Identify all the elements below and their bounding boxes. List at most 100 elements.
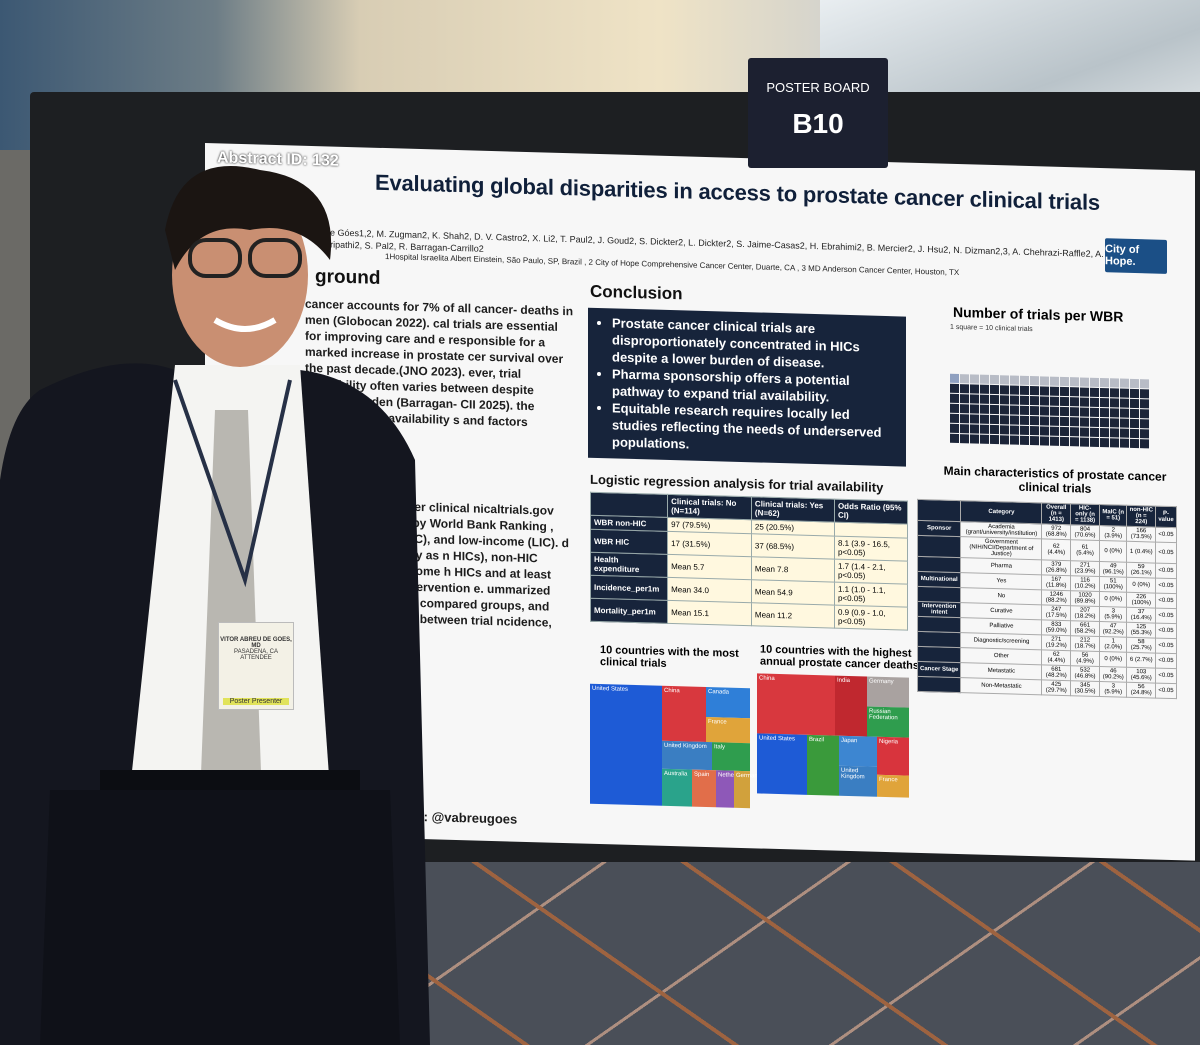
waffle-square	[1020, 385, 1029, 396]
logit-cell: 1.1 (1.0 - 1.1, p<0.05)	[834, 582, 908, 608]
char-cell: 167 (11.8%)	[1041, 574, 1071, 591]
waffle-square	[1070, 417, 1079, 427]
waffle-square	[990, 384, 999, 395]
waffle-square	[1020, 375, 1029, 386]
char-cell: <0.05	[1155, 653, 1177, 669]
treemap-cell: Russian Federation	[867, 706, 909, 738]
logit-cell: Health expenditure	[590, 552, 668, 578]
char-cell: 49 (96.1%)	[1099, 561, 1127, 578]
waffle-square	[1060, 376, 1069, 387]
treemap-cell: United Kingdom	[839, 765, 877, 797]
waffle-square	[1020, 415, 1029, 426]
waffle-square	[1080, 387, 1089, 397]
waffle-square	[1060, 426, 1069, 437]
poster-board-sign: POSTER BOARD B10	[748, 58, 888, 168]
waffle-square	[980, 414, 989, 424]
char-cell: 212 (18.7%)	[1070, 635, 1100, 652]
treemap-cell: Canada	[706, 686, 750, 719]
waffle-square	[970, 404, 979, 414]
waffle-square	[1070, 407, 1079, 417]
char-cell: Sponsor	[917, 520, 961, 537]
logit-header: Odds Ratio (95% CI)	[834, 499, 908, 525]
char-cell: 1 (0.4%)	[1126, 541, 1156, 564]
waffle-square	[1130, 378, 1139, 389]
waffle-square	[1040, 426, 1049, 436]
waffle-square	[1140, 389, 1149, 399]
waffle-square	[1130, 418, 1139, 429]
waffle-square	[1040, 396, 1049, 406]
waffle-square	[1090, 437, 1099, 447]
treemap-cell: France	[706, 716, 750, 744]
waffle-square	[1110, 428, 1119, 438]
treemap-cell: Germany	[867, 676, 909, 708]
badge-role: Poster Presenter	[223, 698, 289, 705]
waffle-square	[1040, 406, 1049, 416]
waffle-square	[980, 394, 989, 404]
waffle-square	[1020, 405, 1029, 416]
characteristics-title: Main characteristics of prostate cancer …	[943, 463, 1167, 496]
waffle-square	[1110, 418, 1119, 428]
waffle-square	[1120, 418, 1129, 428]
logit-cell: 1.7 (1.4 - 2.1, p<0.05)	[834, 559, 908, 585]
char-cell: Non-Metastatic	[960, 677, 1042, 695]
char-cell	[917, 646, 961, 663]
char-header: non-HIC (n = 224)	[1126, 505, 1156, 528]
waffle-square	[950, 423, 959, 434]
waffle-square	[1100, 417, 1109, 428]
waffle-square	[960, 434, 969, 444]
char-cell: 46 (90.2%)	[1099, 666, 1127, 683]
waffle-square	[1130, 428, 1139, 439]
logit-cell: Incidence_per1m	[590, 575, 668, 601]
logit-cell: Mean 54.9	[751, 579, 835, 606]
treemap-cell: Nigeria	[877, 736, 909, 776]
char-cell: 681 (48.2%)	[1041, 664, 1071, 681]
waffle-square	[1050, 376, 1059, 386]
char-cell: <0.05	[1155, 638, 1177, 654]
char-header: Overall (n = 1413)	[1041, 502, 1071, 525]
waffle-square	[1110, 398, 1119, 408]
char-cell: <0.05	[1155, 668, 1177, 684]
waffle-square	[1060, 416, 1069, 427]
waffle-square	[1070, 427, 1079, 437]
waffle-square	[1120, 428, 1129, 438]
waffle-square	[950, 373, 959, 384]
city-of-hope-logo: City of Hope.	[1105, 238, 1167, 274]
waffle-square	[1000, 375, 1009, 385]
waffle-square	[1090, 397, 1099, 407]
char-cell	[917, 676, 961, 693]
char-cell: 661 (58.2%)	[1070, 620, 1100, 637]
char-cell: 226 (100%)	[1126, 592, 1156, 609]
waffle-square	[960, 374, 969, 384]
waffle-square	[1000, 415, 1009, 425]
char-cell	[917, 556, 961, 573]
treemap-cell: France	[877, 774, 909, 798]
waffle-square	[1120, 378, 1129, 388]
waffle-square	[1020, 435, 1029, 446]
waffle-square	[990, 424, 999, 435]
waffle-square	[1050, 426, 1059, 436]
char-cell: 37 (16.4%)	[1126, 607, 1156, 624]
waffle-chart	[950, 373, 1160, 449]
char-cell: <0.05	[1155, 623, 1177, 639]
waffle-square	[1070, 397, 1079, 407]
waffle-square	[960, 414, 969, 424]
char-cell: Government (NIH/NCI/Department of Justic…	[960, 536, 1042, 560]
char-cell: 0 (0%)	[1126, 577, 1156, 594]
treemap-cell: China	[662, 685, 706, 742]
char-cell: Intervention intent	[917, 601, 961, 618]
treemap-cell: Spain	[692, 769, 716, 808]
conclusion-box: Prostate cancer clinical trials are disp…	[588, 307, 906, 467]
waffle-square	[1000, 425, 1009, 435]
logit-cell: 37 (68.5%)	[751, 533, 835, 560]
char-cell: 532 (46.8%)	[1070, 665, 1100, 682]
treemap-cell: Brazil	[807, 734, 839, 796]
char-cell: 0 (0%)	[1099, 651, 1127, 668]
waffle-square	[950, 393, 959, 404]
logit-cell: Mean 5.7	[667, 554, 752, 580]
treemap-most-trials: United States China Canada France United Kin…	[590, 683, 761, 809]
waffle-square	[1130, 388, 1139, 399]
char-cell: 833 (59.0%)	[1041, 619, 1071, 636]
waffle-square	[1090, 377, 1099, 387]
waffle-square	[980, 434, 989, 444]
logit-header: Clinical trials: Yes (N=62)	[751, 496, 835, 523]
